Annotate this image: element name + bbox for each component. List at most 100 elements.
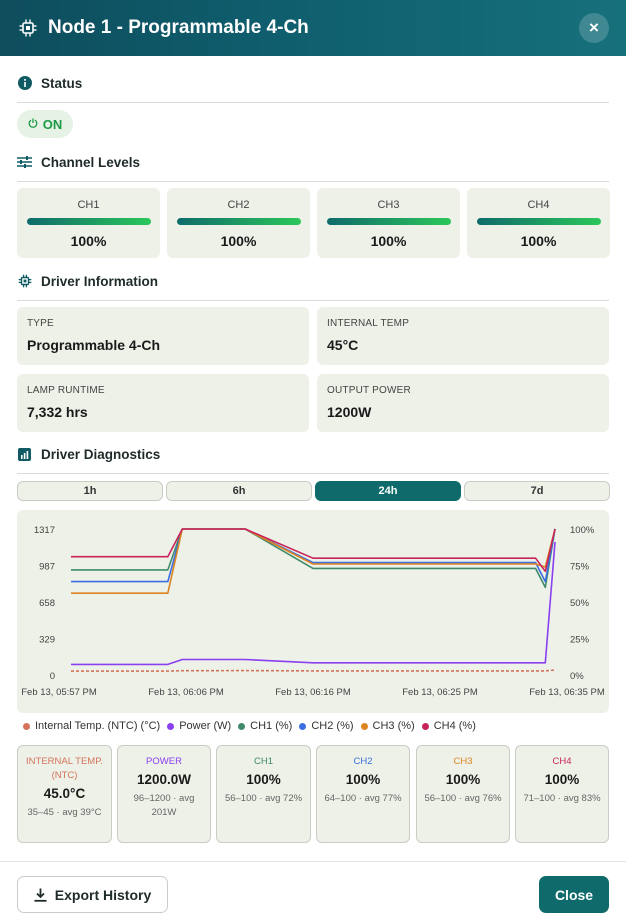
stat-value: 1200.0W — [136, 772, 192, 787]
y-left-tick-label: 0 — [50, 671, 55, 682]
channel-levels-header: Channel Levels — [17, 151, 609, 182]
y-right-tick-label: 75% — [570, 562, 590, 573]
channel-level-bar — [476, 218, 601, 225]
legend-item[interactable]: Internal Temp. (NTC) (°C) — [23, 720, 160, 732]
stat-title: CH2 — [353, 756, 373, 767]
y-right-tick-label: 100% — [570, 525, 595, 536]
stat-card: CH3 100% 56–100 · avg 76% — [416, 745, 510, 843]
channel-value: 100% — [70, 233, 107, 249]
info-card-output-power: OUTPUT POWER 1200W — [317, 374, 609, 432]
channel-card-ch1: CH1 100% — [17, 188, 160, 258]
stat-range: 56–100 · avg 76% — [424, 793, 502, 804]
stat-range: 64–100 · avg 77% — [324, 793, 402, 804]
channel-name: CH2 — [227, 199, 250, 211]
power-icon — [28, 118, 38, 131]
stat-value: 100% — [345, 772, 381, 787]
legend-label: CH2 (%) — [311, 720, 354, 732]
stat-title: CH3 — [453, 756, 473, 767]
legend-swatch — [238, 722, 246, 730]
footer-divider — [0, 861, 626, 862]
export-history-button[interactable]: Export History — [17, 876, 168, 913]
legend-label: Internal Temp. (NTC) (°C) — [35, 720, 161, 732]
range-tab-1h[interactable]: 1h — [17, 481, 163, 501]
stat-value: 100% — [544, 772, 580, 787]
channel-level-bar — [326, 218, 451, 225]
legend-item[interactable]: Power (W) — [167, 720, 231, 732]
export-label: Export History — [54, 886, 152, 903]
legend-label: Power (W) — [179, 720, 232, 732]
stat-card: CH1 100% 56–100 · avg 72% — [216, 745, 311, 843]
stat-title: POWER — [146, 756, 182, 767]
close-icon-button[interactable]: × — [579, 13, 609, 43]
legend-swatch — [421, 722, 429, 730]
stat-title: CH4 — [552, 756, 572, 767]
legend-swatch — [299, 722, 307, 730]
y-right-tick-label: 25% — [570, 635, 590, 646]
info-card-internal-temp: INTERNAL TEMP 45°C — [317, 307, 609, 365]
driver-info-heading: Driver Information — [41, 273, 159, 289]
channel-name: CH1 — [77, 199, 100, 211]
info-card-type: TYPE Programmable 4-Ch — [17, 307, 309, 365]
channel-card-ch2: CH2 100% — [167, 188, 310, 258]
modal-header: Node 1 - Programmable 4-Ch — [0, 0, 626, 56]
close-button[interactable]: Close — [539, 876, 609, 913]
info-value: 7,332 hrs — [27, 404, 88, 420]
channel-card-ch3: CH3 100% — [317, 188, 460, 258]
modal-title: Node 1 - Programmable 4-Ch — [48, 17, 309, 38]
range-tab-24h[interactable]: 24h — [315, 481, 461, 501]
x-tick-label: Feb 13, 05:57 PM — [21, 687, 97, 698]
series-line-3 — [71, 528, 556, 589]
x-tick-label: Feb 13, 06:16 PM — [275, 687, 351, 698]
channel-value: 100% — [220, 233, 257, 249]
legend-item[interactable]: CH4 (%) — [421, 720, 476, 732]
range-tab-6h[interactable]: 6h — [166, 481, 312, 501]
stat-range: 35–45 · avg 39°C — [27, 807, 102, 818]
legend-label: CH3 (%) — [372, 720, 415, 732]
legend-item[interactable]: CH1 (%) — [238, 720, 292, 732]
channel-levels-heading: Channel Levels — [41, 154, 141, 170]
channel-name: CH4 — [527, 199, 550, 211]
channel-name: CH3 — [377, 199, 400, 211]
y-right-tick-label: 0% — [570, 671, 584, 682]
y-right-tick-label: 50% — [570, 598, 590, 609]
status-section-header: Status — [17, 72, 609, 103]
legend-item[interactable]: CH3 (%) — [360, 720, 415, 732]
info-value: 45°C — [327, 337, 359, 353]
legend-swatch — [167, 722, 175, 730]
stat-card: CH4 100% 71–100 · avg 83% — [515, 745, 609, 843]
status-value: ON — [42, 116, 63, 132]
legend-item[interactable]: CH2 (%) — [299, 720, 354, 732]
legend-swatch — [360, 722, 368, 730]
y-left-tick-label: 1317 — [34, 525, 55, 536]
series-line-2 — [71, 541, 556, 666]
stat-range: 56–100 · avg 72% — [224, 793, 303, 804]
diagnostics-chart-panel: 1317 987 658 329 0 100% 75% 50% 25% 0% Feb 13, 05:… — [17, 510, 609, 713]
status-badge: ON — [17, 110, 73, 138]
x-tick-label: Feb 13, 06:06 PM — [148, 687, 224, 698]
channel-value: 100% — [520, 233, 557, 249]
stat-card: POWER 1200.0W 96–1200 · avg 201W — [117, 745, 211, 843]
download-icon — [34, 888, 47, 902]
stat-range: 71–100 · avg 83% — [523, 793, 601, 804]
y-left-tick-label: 658 — [39, 598, 55, 609]
driver-info-header: Driver Information — [17, 270, 609, 301]
stat-card: CH2 100% 64–100 · avg 77% — [316, 745, 410, 843]
channel-level-bar — [26, 218, 151, 225]
stat-value: 100% — [246, 772, 281, 787]
legend-label: CH4 (%) — [433, 720, 476, 732]
channel-level-bar — [176, 218, 301, 225]
diagnostics-heading: Driver Diagnostics — [41, 446, 161, 462]
status-heading: Status — [41, 75, 83, 91]
stat-title: INTERNAL TEMP. (NTC) — [26, 756, 103, 781]
series-line-1 — [71, 669, 556, 672]
stat-title: CH1 — [253, 756, 273, 767]
chip-icon — [17, 274, 32, 289]
x-tick-label: Feb 13, 06:25 PM — [402, 687, 478, 698]
range-tab-7d[interactable]: 7d — [464, 481, 610, 501]
info-label: INTERNAL TEMP — [327, 318, 410, 329]
info-label: TYPE — [27, 318, 54, 329]
sliders-icon — [17, 155, 32, 170]
y-left-tick-label: 987 — [39, 562, 55, 573]
diagnostics-chart: 1317 987 658 329 0 100% 75% 50% 25% 0% Feb 13, 05:… — [21, 525, 605, 698]
info-icon — [17, 76, 32, 91]
